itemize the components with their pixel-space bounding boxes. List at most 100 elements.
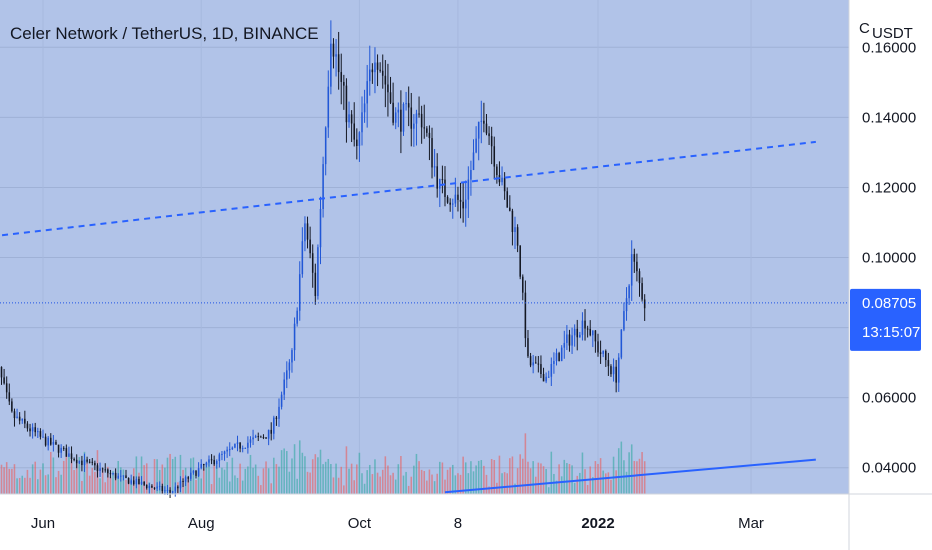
volume-bar — [62, 460, 65, 494]
volume-bar — [114, 472, 117, 494]
candle-body — [158, 486, 161, 488]
candlesticks — [0, 20, 646, 498]
candle-body — [545, 376, 547, 382]
volume-bar — [127, 478, 130, 494]
volume-bar — [573, 482, 576, 494]
plot-background — [0, 0, 849, 494]
volume-bar — [592, 477, 594, 494]
volume-bar — [415, 453, 418, 494]
volume-bar — [324, 461, 327, 494]
candle-body — [52, 441, 55, 445]
volume-bar — [358, 452, 361, 494]
candle-body — [161, 486, 164, 492]
volume-bar — [532, 461, 534, 494]
candle-body — [122, 475, 125, 477]
candle-body — [597, 341, 599, 353]
volume-bar — [410, 476, 413, 494]
candle-body — [104, 469, 107, 471]
candle-body — [112, 472, 114, 474]
volume-bar — [477, 460, 480, 494]
volume-bar — [571, 465, 573, 494]
volume-bar — [441, 462, 444, 494]
candle-body — [83, 459, 86, 466]
volume-bar — [221, 467, 223, 494]
candle-body — [568, 334, 571, 346]
volume-bar — [99, 478, 101, 494]
candle-body — [488, 133, 490, 137]
candle-body — [86, 459, 88, 462]
candle-body — [75, 459, 78, 464]
candle-body — [215, 460, 218, 465]
volume-bar — [462, 456, 464, 494]
candle-body — [358, 132, 361, 146]
volume-bar — [143, 465, 145, 494]
volume-bar — [107, 466, 109, 494]
candle-body — [187, 477, 190, 479]
price-axis-background — [849, 0, 932, 494]
candle-body — [226, 449, 228, 452]
candle-body — [174, 486, 177, 492]
last-price-value: 0.08705 — [862, 295, 916, 312]
volume-bar — [470, 461, 472, 494]
candle-body — [589, 328, 591, 336]
candle-body — [24, 418, 26, 424]
volume-bar — [615, 470, 617, 494]
volume-bar — [454, 475, 457, 494]
candle-body — [96, 465, 99, 471]
volume-bar — [498, 455, 501, 494]
candle-body — [457, 194, 459, 200]
candle-body — [148, 485, 151, 489]
volume-bar — [319, 449, 322, 494]
candle-body — [166, 489, 169, 491]
volume-bar — [579, 472, 581, 494]
time-axis[interactable]: Jun Aug Oct 8 2022 Mar — [31, 515, 764, 532]
volume-bar — [192, 457, 195, 494]
candle-body — [381, 70, 384, 76]
candle-body — [57, 444, 60, 453]
candle-body — [636, 261, 638, 272]
candle-body — [612, 366, 615, 375]
volume-bar — [34, 461, 36, 494]
volume-bar — [293, 444, 296, 494]
volume-bar — [306, 471, 309, 494]
candle-body — [322, 164, 324, 209]
candle-body — [586, 328, 589, 330]
volume-bar — [304, 456, 306, 494]
candle-body — [534, 362, 537, 364]
volume-bar — [451, 464, 454, 494]
candle-body — [516, 227, 519, 246]
volume-bar — [44, 475, 47, 494]
candle-body — [324, 127, 327, 165]
candle-body — [265, 437, 267, 439]
candle-body — [81, 460, 83, 466]
trendlines[interactable] — [0, 140, 816, 494]
candle-body — [301, 241, 304, 275]
candle-body — [228, 449, 231, 451]
volume-bar — [39, 469, 42, 494]
support-trendline[interactable] — [444, 458, 816, 494]
volume-bar — [283, 448, 285, 494]
candle-body — [88, 461, 91, 463]
candle-body — [309, 239, 311, 254]
volume-bar — [171, 459, 174, 494]
volume-bar — [309, 472, 311, 494]
volume-bar — [50, 451, 52, 494]
candle-body — [433, 166, 436, 168]
volume-bar — [317, 457, 319, 494]
candle-body — [5, 383, 8, 393]
candle-body — [415, 113, 418, 124]
volume-bar — [605, 473, 607, 494]
candle-body — [527, 338, 529, 357]
candle-body — [547, 376, 550, 378]
candle-body — [524, 292, 527, 339]
candle-body — [270, 429, 273, 434]
volume-bar — [75, 462, 78, 494]
candle-body — [291, 350, 293, 363]
candle-body — [374, 62, 376, 73]
candle-body — [50, 437, 52, 445]
volume-bar — [195, 479, 197, 494]
candle-body — [114, 472, 117, 479]
volume-bar — [311, 459, 314, 494]
volume-bar — [392, 472, 394, 494]
